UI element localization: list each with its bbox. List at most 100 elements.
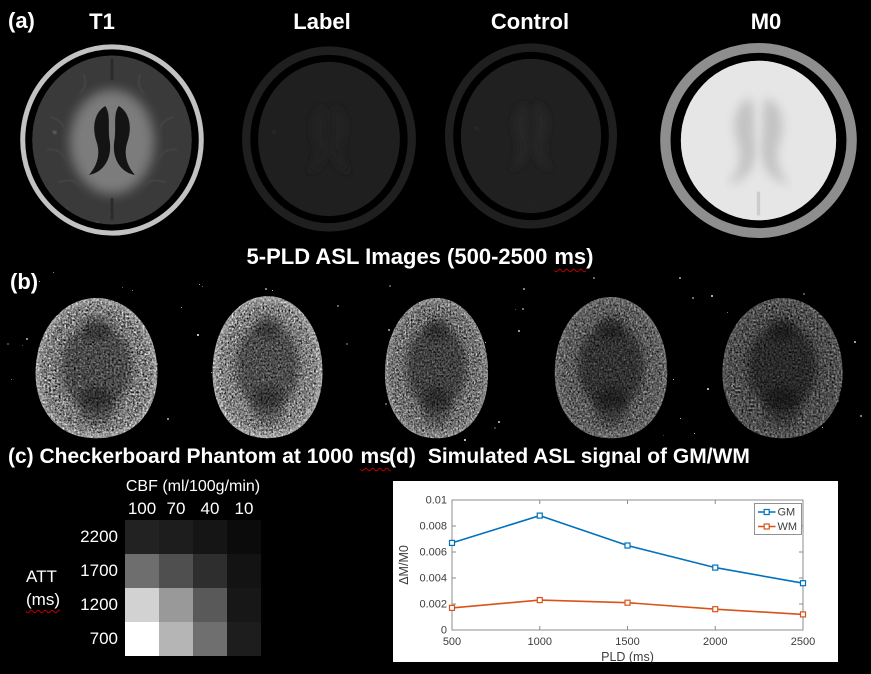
panel-c-ms-word: ms <box>360 445 391 468</box>
phantom-cell <box>159 520 193 554</box>
cbf-value-label: 10 <box>234 499 254 518</box>
phantom-cell <box>193 554 227 588</box>
noise-dot <box>210 371 212 373</box>
cbf-value-label: 70 <box>166 499 186 518</box>
data-marker-wm <box>712 606 719 613</box>
noise-dot <box>517 330 520 333</box>
cortex-texture <box>460 58 602 214</box>
x-axis-label: PLD (ms) <box>601 650 654 662</box>
noise-dot <box>196 334 199 337</box>
cortex-texture <box>258 61 400 217</box>
att-axis-title: ATT (ms) <box>26 565 60 611</box>
legend-marker <box>763 508 770 516</box>
skull-ring <box>242 46 416 232</box>
data-marker-gm <box>624 542 631 549</box>
noise-dot <box>706 387 709 390</box>
x-tick-label: 500 <box>443 636 461 648</box>
panel-a-label: (a) <box>8 8 35 33</box>
data-marker-wm <box>624 599 631 606</box>
label-title: Label <box>293 9 351 34</box>
noise-dot <box>673 378 675 380</box>
y-tick-label: 0.006 <box>419 547 447 559</box>
asl-image-pld3 <box>384 298 489 439</box>
noise-dot <box>515 309 517 311</box>
data-marker-wm <box>448 604 456 612</box>
deep-wm-shadow <box>406 323 467 411</box>
occipital-shadow <box>764 386 801 426</box>
data-marker-wm <box>799 611 807 618</box>
noise-dot <box>271 290 273 292</box>
label-brain-image <box>242 46 416 232</box>
noise-dot <box>484 341 486 343</box>
asl-image-pld2 <box>212 296 323 439</box>
noise-dot <box>132 289 134 291</box>
occipital-shadow <box>77 386 116 426</box>
noise-dot <box>385 402 388 405</box>
skull-ring <box>445 43 617 229</box>
x-tick-label: 1500 <box>615 636 639 648</box>
att-value-label: 2200 <box>80 527 118 546</box>
t1-brain-image <box>20 44 204 236</box>
midline-fissure-bottom <box>110 198 114 220</box>
noise-dot <box>7 343 10 346</box>
noise-dot <box>679 417 681 419</box>
noise-dot <box>662 435 664 437</box>
noise-dot <box>389 284 392 287</box>
y-tick-label: 0.008 <box>419 521 447 533</box>
banner-ms-word: ms <box>554 244 587 269</box>
phantom-cell <box>159 554 193 588</box>
banner-text: 5-PLD ASL Images (500-2500 <box>246 244 548 269</box>
skull-ring <box>660 42 857 239</box>
m0-brain-image <box>660 42 857 239</box>
frontal-shadow <box>597 315 625 340</box>
deep-wm-shadow <box>60 323 133 411</box>
phantom-row-labels: 2200 1700 1200 700 <box>0 520 118 656</box>
phantom-cell <box>227 554 261 588</box>
att-value-label: 700 <box>89 629 118 648</box>
panel-c-header-text: (c) Checkerboard Phantom at 1000 <box>8 445 354 468</box>
deep-wm-shadow <box>235 321 300 411</box>
midline-fissure-bottom <box>756 191 761 216</box>
data-marker-wm <box>536 596 543 604</box>
phantom-cell <box>227 622 261 656</box>
noise-dot <box>10 379 12 381</box>
cbf-value-label: 100 <box>127 499 157 518</box>
noise-dot <box>854 341 857 344</box>
phantom-cell <box>125 588 159 622</box>
noise-dot <box>694 433 696 435</box>
noise-dot <box>26 338 29 341</box>
noise-dot <box>52 271 54 273</box>
occipital-shadow <box>420 386 453 426</box>
legend-marker <box>763 523 770 530</box>
phantom-cell <box>125 554 159 588</box>
phantom-cell <box>193 520 227 554</box>
phantom-cell <box>159 622 193 656</box>
y-tick-label: 0 <box>441 625 447 637</box>
noise-dot <box>494 427 497 430</box>
noise-dot <box>860 414 863 417</box>
control-title: Control <box>490 9 570 34</box>
noise-dot <box>181 307 183 309</box>
data-marker-gm <box>799 580 807 587</box>
noise-dot <box>821 427 823 429</box>
att-value-label: 1700 <box>80 561 118 580</box>
panel-b-label: (b) <box>10 269 39 294</box>
noise-dot <box>710 294 713 297</box>
phantom-col-labels: 100 70 40 10 <box>125 499 261 519</box>
data-marker-gm <box>712 564 719 571</box>
noise-dot <box>464 439 467 442</box>
phantom-cell <box>227 520 261 554</box>
cbf-value-label: 40 <box>200 499 220 518</box>
y-tick-label: 0.002 <box>419 599 447 611</box>
occipital-shadow <box>250 385 285 426</box>
banner-close-paren: ) <box>586 244 594 269</box>
skull-ring <box>20 44 204 236</box>
asl-image-pld1 <box>35 298 158 439</box>
legend-box <box>754 503 802 535</box>
att-axis-title-line1: ATT <box>26 567 57 586</box>
asl-signal-chart: 500 1000 1500 2000 2500 0 0.002 0.004 0.006 0.008… <box>393 481 838 662</box>
phantom-cell <box>193 622 227 656</box>
noise-dot <box>199 283 201 285</box>
midline-fissure-top <box>110 58 114 80</box>
